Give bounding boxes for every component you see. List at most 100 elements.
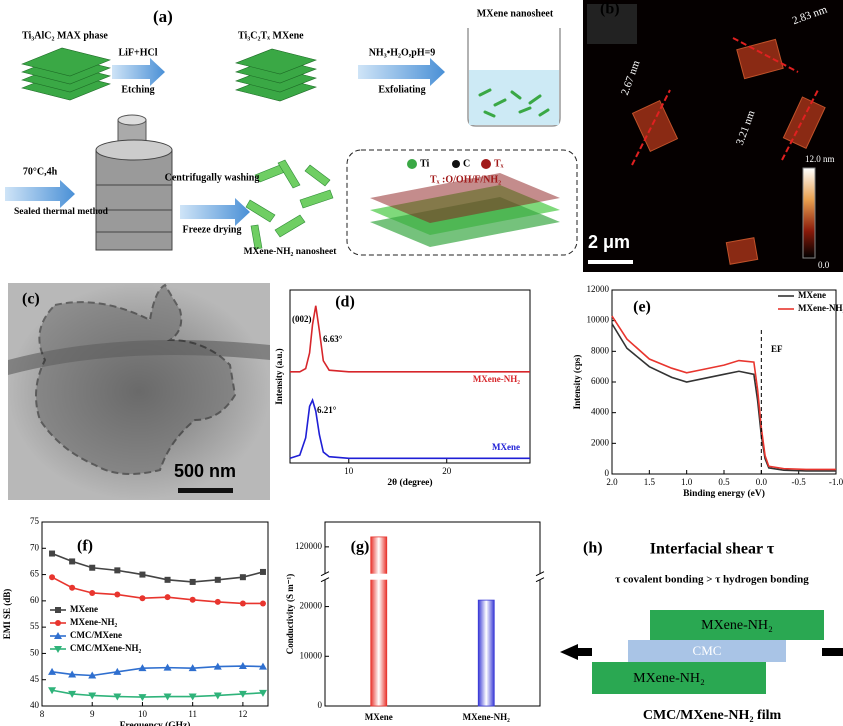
colorbar-label: 12.0 nm [805,154,835,164]
y-tick-label: 65 [30,569,40,579]
y-tick-label: 120000 [295,541,323,551]
y-tick-label: 75 [30,516,40,526]
marker [164,576,171,583]
axis-break [537,573,544,580]
plot-frame [324,521,541,707]
marker [163,663,172,671]
x-tick-label: 1.5 [644,477,656,487]
marker [239,574,246,581]
marker [238,662,247,670]
y-tick-label: 10000 [300,650,323,660]
x-tick-label: 2.0 [606,477,618,487]
marker [259,600,266,607]
marker [114,591,121,598]
panel-h: (h) Interfacial shear τ τ covalent bondi… [560,540,843,723]
marker [213,662,222,670]
break-mark [320,571,330,577]
label: Ti₃C₂Tₓ MXene [238,30,304,41]
marker [164,594,171,601]
max-stack [21,47,111,101]
marker [89,564,96,571]
charts: (d)Intensity (a.u.)2θ (degree)10 20MXene-… [2,284,843,726]
arrow [358,58,445,86]
panel-label: (f) [77,538,93,555]
marker [55,607,61,613]
marker [138,664,147,672]
label: Sealed thermal method [14,207,109,217]
marker [113,667,122,675]
x-tick-label: 0.5 [718,477,730,487]
panel-label: (h) [583,540,603,557]
marker [214,598,221,605]
arrow [560,644,592,660]
x-tick-label: 1.0 [681,477,693,487]
panel-a: (a) Ti₃AlC₂ MAX phase LiF+HCl Etching Ti… [5,7,578,257]
y-tick-label: 20000 [300,601,323,611]
marker [239,600,246,607]
label: Etching [121,84,154,95]
marker [48,667,57,675]
x-tick-label: 10 [138,709,148,719]
y-tick-label: 4000 [591,407,610,417]
atom-label: Ti [420,158,429,169]
beaker [467,28,561,127]
bar-break [368,573,389,580]
marker [213,692,222,700]
y-tick-label: 55 [30,621,40,631]
label: Tₓ :O/OH/F/NH₂ [430,174,501,185]
y-tick-label: 2000 [591,437,610,447]
y-axis-label: EMI SE (dB) [2,589,12,640]
atom-label: Tₓ [494,158,504,169]
legend-label: CMC/MXene-NH₂ [70,643,141,653]
annotation: (002) [292,314,312,324]
y-axis-label: Intensity (a.u.) [274,348,284,404]
marker [89,589,96,596]
panel-b: (b) 2.83 nm 2.67 nm 3.21 nm 12.0 nm 0.0 … [583,0,843,272]
legend-label: MXene [492,442,520,452]
title: Interfacial shear τ [650,541,775,558]
y-tick-label: 70 [30,542,40,552]
series-line [611,323,836,472]
relation: τ covalent bonding > τ hydrogen bonding [615,574,809,586]
arrow [112,58,165,86]
axis-break [322,573,329,580]
caption: CMC/MXene-NH₂ film [643,708,782,723]
y-tick-label: 60 [30,595,40,605]
layer-label: CMC [693,643,722,658]
label: 70°C,4h [23,166,58,177]
marker [259,568,266,575]
annotation: 6.63° [323,334,343,344]
annotation: EF [771,344,783,354]
label: Freeze drying [183,224,242,235]
marker [258,662,267,670]
plot-frame [289,289,531,464]
label: Exfoliating [378,84,425,95]
marker [69,584,76,591]
label: NH₃•H₂O,pH=9 [369,47,436,58]
zoom-box [346,149,578,256]
panel-label: (d) [335,294,355,311]
marker [139,595,146,602]
marker [54,632,62,639]
arrow [5,180,75,208]
x-axis-label: Binding energy (eV) [683,488,765,499]
nh2-nanosheets [245,159,334,250]
atom-legend [407,159,491,169]
legend-label: CMC/MXene [70,630,122,640]
marker [188,664,197,672]
marker [258,689,267,697]
plot-frame [611,289,837,475]
x-tick-label: MXene [365,712,393,722]
marker [138,694,147,702]
series-line [51,665,263,677]
scale-bar-label: 500 nm [174,461,236,481]
y-tick-label: 6000 [591,376,610,386]
series-line [51,552,264,583]
panel-label: (g) [351,539,370,556]
crystal [370,173,560,247]
label: MXene nanosheet [477,8,554,19]
marker [48,687,57,695]
legend-label: MXene [70,604,98,614]
break-mark [535,577,545,583]
